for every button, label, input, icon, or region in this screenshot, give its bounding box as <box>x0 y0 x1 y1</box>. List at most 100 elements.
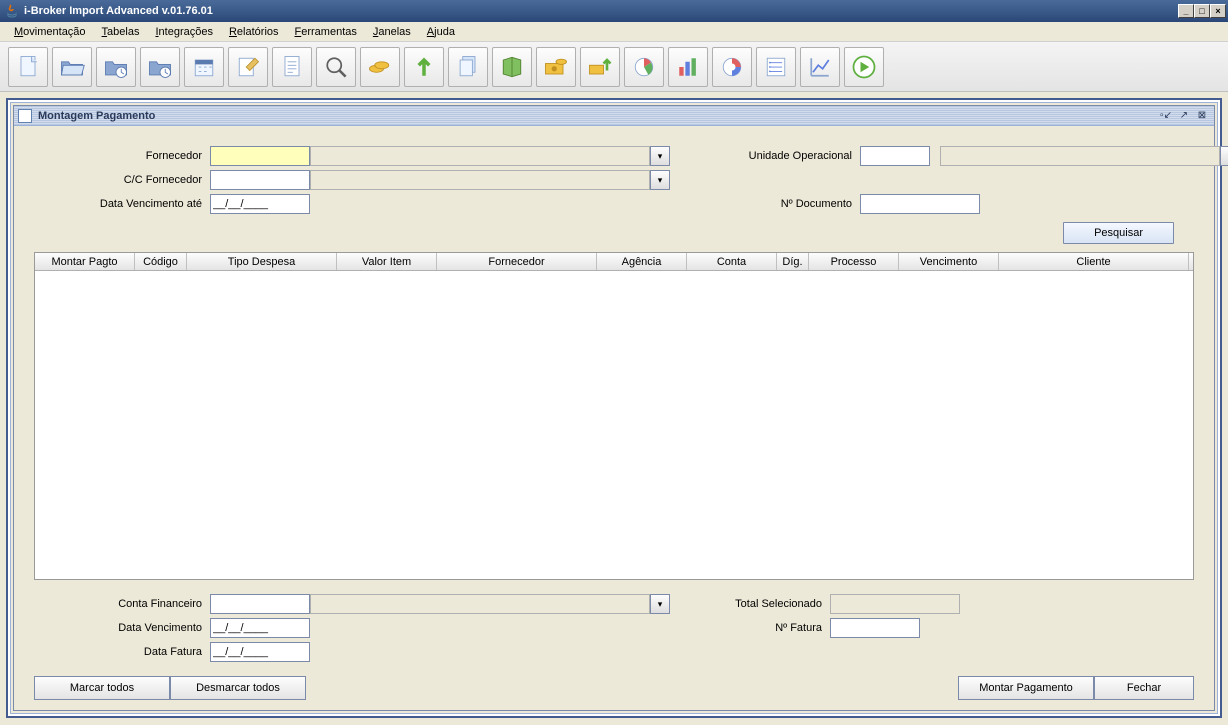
search-button[interactable]: Pesquisar <box>1063 222 1174 244</box>
num-fatura-input[interactable] <box>830 618 920 638</box>
unidade-op-dropdown-button[interactable]: ▾ <box>1220 146 1228 166</box>
desmarcar-todos-button[interactable]: Desmarcar todos <box>170 676 306 700</box>
fornecedor-dropdown-button[interactable]: ▾ <box>650 146 670 166</box>
window-title: i-Broker Import Advanced v.01.76.01 <box>24 5 1178 17</box>
toolbar-btn-book-green[interactable] <box>492 47 532 87</box>
toolbar-btn-document-new[interactable] <box>8 47 48 87</box>
iwin-minimize-icon[interactable]: ▫↙ <box>1158 109 1174 123</box>
toolbar-btn-money-up[interactable] <box>580 47 620 87</box>
table-column-header[interactable]: Vencimento <box>899 253 999 270</box>
conta-fin-code-input[interactable] <box>210 594 310 614</box>
toolbar-btn-list[interactable] <box>756 47 796 87</box>
cc-fornecedor-code-input[interactable] <box>210 170 310 190</box>
menu-movimentacao[interactable]: Movimentação <box>6 24 94 40</box>
menu-label: ovimentação <box>23 26 85 38</box>
table-column-header[interactable]: Agência <box>597 253 687 270</box>
label-data-fatura: Data Fatura <box>30 646 210 658</box>
menu-tabelas[interactable]: Tabelas <box>94 24 148 40</box>
iwin-maximize-icon[interactable]: ↗ <box>1176 109 1192 123</box>
toolbar-btn-edit-note[interactable] <box>228 47 268 87</box>
fechar-button[interactable]: Fechar <box>1094 676 1194 700</box>
menu-label: ntegrações <box>159 26 213 38</box>
menu-ajuda[interactable]: Ajuda <box>419 24 463 40</box>
label-num-doc: Nº Documento <box>720 198 860 210</box>
menu-label: anelas <box>378 26 410 38</box>
cc-fornecedor-dropdown-button[interactable]: ▾ <box>650 170 670 190</box>
internal-window: Montagem Pagamento ▫↙ ↗ ⊠ Fornecedor ▾ U… <box>13 105 1215 711</box>
table-column-header[interactable]: Montar Pagto <box>35 253 135 270</box>
table-column-header[interactable]: Processo <box>809 253 899 270</box>
main-content-frame: Montagem Pagamento ▫↙ ↗ ⊠ Fornecedor ▾ U… <box>6 98 1222 718</box>
menu-janelas[interactable]: Janelas <box>365 24 419 40</box>
menu-ferramentas[interactable]: Ferramentas <box>287 24 365 40</box>
table-header: Montar PagtoCódigoTipo DespesaValor Item… <box>35 253 1193 271</box>
menubar: Movimentação Tabelas Integrações Relatór… <box>0 22 1228 42</box>
results-table: Montar PagtoCódigoTipo DespesaValor Item… <box>34 252 1194 580</box>
toolbar-btn-chart-axis[interactable] <box>800 47 840 87</box>
titlebar: i-Broker Import Advanced v.01.76.01 _ □ … <box>0 0 1228 22</box>
unidade-op-name-display <box>940 146 1220 166</box>
table-column-header[interactable]: Fornecedor <box>437 253 597 270</box>
toolbar-btn-folder-open[interactable] <box>52 47 92 87</box>
label-data-venc-ate: Data Vencimento até <box>30 198 210 210</box>
table-column-header[interactable]: Díg. <box>777 253 809 270</box>
toolbar-btn-arrow-up[interactable] <box>404 47 444 87</box>
unidade-op-code-input[interactable] <box>860 146 930 166</box>
toolbar <box>0 42 1228 92</box>
data-fatura-input[interactable] <box>210 642 310 662</box>
toolbar-btn-chart-bar[interactable] <box>668 47 708 87</box>
java-icon <box>4 3 20 19</box>
window-controls: _ □ × <box>1178 4 1226 18</box>
toolbar-btn-folder-time-2[interactable] <box>140 47 180 87</box>
toolbar-btn-chart-pie[interactable] <box>624 47 664 87</box>
toolbar-btn-documents-stack[interactable] <box>448 47 488 87</box>
table-column-header[interactable]: Conta <box>687 253 777 270</box>
search-form: Fornecedor ▾ Unidade Operacional ▾ C/C F… <box>30 146 1198 214</box>
cc-fornecedor-name-display <box>310 170 650 190</box>
internal-window-icon <box>18 109 32 123</box>
label-cc-fornecedor: C/C Fornecedor <box>30 174 210 186</box>
maximize-button[interactable]: □ <box>1194 4 1210 18</box>
close-button[interactable]: × <box>1210 4 1226 18</box>
minimize-button[interactable]: _ <box>1178 4 1194 18</box>
toolbar-btn-document-text[interactable] <box>272 47 312 87</box>
conta-fin-dropdown-button[interactable]: ▾ <box>650 594 670 614</box>
marcar-todos-button[interactable]: Marcar todos <box>34 676 170 700</box>
label-num-fatura: Nº Fatura <box>690 622 830 634</box>
menu-integracoes[interactable]: Integrações <box>147 24 221 40</box>
fornecedor-code-input[interactable] <box>210 146 310 166</box>
toolbar-btn-folder-time-1[interactable] <box>96 47 136 87</box>
table-column-header[interactable]: Cliente <box>999 253 1189 270</box>
conta-fin-name-display <box>310 594 650 614</box>
label-conta-fin: Conta Financeiro <box>30 598 210 610</box>
fornecedor-name-display <box>310 146 650 166</box>
table-column-header[interactable]: Valor Item <box>337 253 437 270</box>
bottom-form: Conta Financeiro ▾ Total Selecionado Dat… <box>30 580 1198 700</box>
menu-relatorios[interactable]: Relatórios <box>221 24 287 40</box>
menu-label: elatórios <box>237 26 279 38</box>
iwin-close-icon[interactable]: ⊠ <box>1194 109 1210 123</box>
toolbar-btn-calendar[interactable] <box>184 47 224 87</box>
toolbar-btn-chart-donut[interactable] <box>712 47 752 87</box>
toolbar-btn-coins[interactable] <box>360 47 400 87</box>
internal-window-titlebar: Montagem Pagamento ▫↙ ↗ ⊠ <box>14 106 1214 126</box>
montar-pagamento-button[interactable]: Montar Pagamento <box>958 676 1094 700</box>
toolbar-btn-play[interactable] <box>844 47 884 87</box>
toolbar-btn-money[interactable] <box>536 47 576 87</box>
total-sel-display <box>830 594 960 614</box>
label-data-venc: Data Vencimento <box>30 622 210 634</box>
menu-label: erramentas <box>301 26 357 38</box>
data-venc-input[interactable] <box>210 618 310 638</box>
label-fornecedor: Fornecedor <box>30 150 210 162</box>
table-body[interactable] <box>35 271 1193 551</box>
table-column-header[interactable]: Código <box>135 253 187 270</box>
label-unidade-op: Unidade Operacional <box>720 150 860 162</box>
internal-window-title: Montagem Pagamento <box>38 110 1158 122</box>
toolbar-btn-search[interactable] <box>316 47 356 87</box>
label-total-sel: Total Selecionado <box>690 598 830 610</box>
num-doc-input[interactable] <box>860 194 980 214</box>
table-column-header[interactable]: Tipo Despesa <box>187 253 337 270</box>
menu-label: abelas <box>107 26 139 38</box>
menu-label: juda <box>434 26 455 38</box>
data-venc-ate-input[interactable] <box>210 194 310 214</box>
